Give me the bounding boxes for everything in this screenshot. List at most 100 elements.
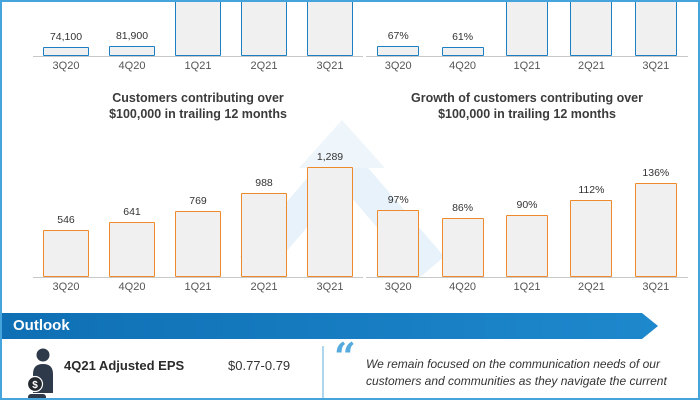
value-label: 988 bbox=[255, 177, 273, 189]
bar-slot: 61% bbox=[430, 2, 494, 56]
bar-slot bbox=[624, 2, 688, 56]
value-label: 67% bbox=[387, 30, 409, 42]
bar-2Q21 bbox=[570, 2, 613, 56]
category-label: 3Q20 bbox=[384, 60, 412, 72]
bar-4Q20 bbox=[109, 222, 155, 277]
category-label: 4Q20 bbox=[449, 281, 477, 293]
quote-mark-icon: “ bbox=[334, 334, 356, 379]
value-label: 81,900 bbox=[115, 30, 149, 42]
outlook-quote: We remain focused on the communication n… bbox=[366, 356, 682, 390]
bar-1Q21 bbox=[175, 2, 221, 56]
bar-slot: 988 bbox=[231, 148, 297, 277]
eps-label: 4Q21 Adjusted EPS bbox=[64, 358, 185, 373]
bar-slot: 546 bbox=[33, 148, 99, 277]
bar-3Q20 bbox=[43, 230, 89, 277]
category-label: 3Q21 bbox=[316, 60, 344, 72]
quote-line: customers and communities as they naviga… bbox=[366, 374, 667, 388]
category-label: 3Q20 bbox=[384, 281, 412, 293]
title-growth-100k: Growth of customers contributing over $1… bbox=[366, 90, 688, 122]
bar-3Q21 bbox=[307, 167, 353, 277]
chart-growth-top: 67% 61% 3Q20 4Q20 1Q21 2Q21 3Q21 bbox=[366, 2, 688, 72]
person-dollar-icon: $ bbox=[26, 348, 53, 393]
bars-area: 546 641 769 988 1,289 bbox=[33, 148, 363, 278]
chart-customers-top: 74,100 81,900 3Q20 4Q20 1Q21 2Q21 3Q21 bbox=[33, 2, 363, 72]
value-label: 136% bbox=[642, 167, 670, 179]
value-label: 1,289 bbox=[316, 151, 344, 163]
bars-area: 74,100 81,900 bbox=[33, 2, 363, 57]
category-label: 4Q20 bbox=[118, 281, 146, 293]
bar-1Q21 bbox=[175, 211, 221, 277]
chart-growth-100k: 97% 86% 90% 112% 136% 3Q20 4Q20 1Q21 2Q21 3Q21 bbox=[366, 148, 688, 293]
bar-slot: 86% bbox=[430, 148, 494, 277]
value-label: 74,100 bbox=[49, 31, 83, 43]
bar-slot: 769 bbox=[165, 148, 231, 277]
bar-slot: 97% bbox=[366, 148, 430, 277]
bars-area: 97% 86% 90% 112% 136% bbox=[366, 148, 688, 278]
category-label: 3Q21 bbox=[642, 60, 670, 72]
partial-next-row-icon bbox=[28, 394, 46, 398]
category-label: 1Q21 bbox=[184, 281, 212, 293]
bar-4Q20 bbox=[441, 47, 484, 56]
eps-value: $0.77-0.79 bbox=[228, 358, 291, 373]
bar-slot bbox=[495, 2, 559, 56]
title-customers-100k: Customers contributing over $100,000 in … bbox=[33, 90, 363, 122]
bar-slot: 67% bbox=[366, 2, 430, 56]
bar-slot: 81,900 bbox=[99, 2, 165, 56]
bar-1Q21 bbox=[506, 215, 549, 277]
category-axis: 3Q20 4Q20 1Q21 2Q21 3Q21 bbox=[33, 60, 363, 72]
category-label: 3Q20 bbox=[52, 60, 80, 72]
value-label: 641 bbox=[123, 206, 141, 218]
chart-customers-100k: 546 641 769 988 1,289 3Q20 4Q20 1Q21 2Q21 3Q21 bbox=[33, 148, 363, 293]
vertical-divider bbox=[322, 346, 324, 398]
category-label: 1Q21 bbox=[513, 60, 541, 72]
category-label: 2Q21 bbox=[250, 60, 278, 72]
category-label: 1Q21 bbox=[513, 281, 541, 293]
svg-text:$: $ bbox=[32, 380, 38, 391]
category-label: 3Q21 bbox=[316, 281, 344, 293]
title-line: $100,000 in trailing 12 months bbox=[109, 107, 287, 121]
category-label: 2Q21 bbox=[577, 60, 605, 72]
title-line: Customers contributing over bbox=[112, 91, 284, 105]
bar-2Q21 bbox=[241, 193, 287, 277]
category-label: 1Q21 bbox=[184, 60, 212, 72]
category-axis: 3Q20 4Q20 1Q21 2Q21 3Q21 bbox=[366, 60, 688, 72]
category-label: 3Q20 bbox=[52, 281, 80, 293]
value-label: 97% bbox=[387, 194, 409, 206]
value-label: 61% bbox=[452, 31, 474, 43]
bar-3Q21 bbox=[634, 183, 677, 277]
bar-slot: 112% bbox=[559, 148, 623, 277]
bar-4Q20 bbox=[109, 46, 155, 56]
outlook-title: Outlook bbox=[13, 317, 70, 334]
category-label: 2Q21 bbox=[577, 281, 605, 293]
bar-3Q20 bbox=[377, 46, 420, 56]
value-label: 90% bbox=[516, 199, 538, 211]
bar-slot: 136% bbox=[624, 148, 688, 277]
bar-3Q20 bbox=[377, 210, 420, 277]
category-label: 3Q21 bbox=[642, 281, 670, 293]
outlook-banner: Outlook bbox=[2, 313, 658, 339]
quote-line: We remain focused on the communication n… bbox=[366, 357, 660, 371]
bar-slot bbox=[231, 2, 297, 56]
bar-slot: 1,289 bbox=[297, 148, 363, 277]
bar-3Q21 bbox=[634, 2, 677, 56]
value-label: 112% bbox=[578, 184, 605, 196]
bar-3Q21 bbox=[307, 2, 353, 56]
bar-2Q21 bbox=[570, 200, 613, 277]
bars-area: 67% 61% bbox=[366, 2, 688, 57]
value-label: 86% bbox=[452, 202, 474, 214]
title-line: $100,000 in trailing 12 months bbox=[438, 107, 616, 121]
category-label: 4Q20 bbox=[118, 60, 146, 72]
value-label: 769 bbox=[189, 195, 207, 207]
bar-3Q20 bbox=[43, 47, 89, 56]
bar-slot: 641 bbox=[99, 148, 165, 277]
bar-slot: 74,100 bbox=[33, 2, 99, 56]
bar-4Q20 bbox=[441, 218, 484, 277]
category-label: 2Q21 bbox=[250, 281, 278, 293]
bar-1Q21 bbox=[506, 2, 549, 56]
category-label: 4Q20 bbox=[449, 60, 477, 72]
value-label: 546 bbox=[57, 214, 75, 226]
bar-slot: 90% bbox=[495, 148, 559, 277]
bar-slot bbox=[165, 2, 231, 56]
category-axis: 3Q20 4Q20 1Q21 2Q21 3Q21 bbox=[33, 281, 363, 293]
